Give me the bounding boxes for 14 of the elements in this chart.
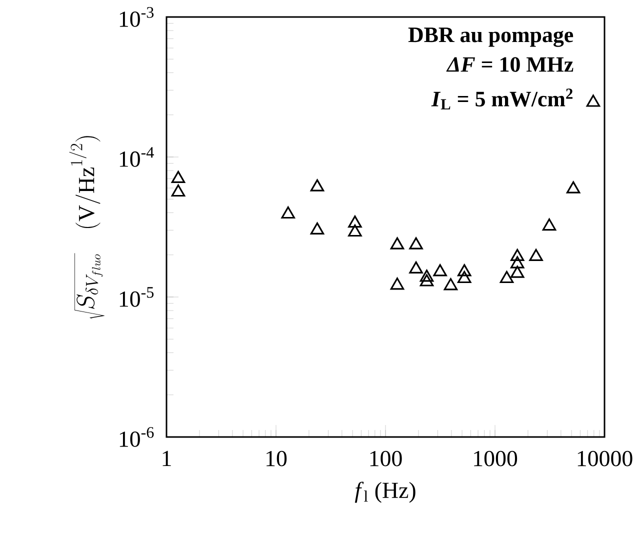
- annotation: DBR au pompage: [408, 28, 574, 47]
- annotation: I$_{L}$ = 5 mW/cm$^{2}$: [431, 88, 572, 110]
- y-tick-label: 10$^{-4}$: [120, 147, 154, 167]
- x-tick-label: 1: [162, 450, 171, 466]
- x-axis-title: f$_{l}$ (Hz): [354, 482, 416, 503]
- x-tick-label: 10: [266, 450, 287, 466]
- x-tick-label: 1000: [474, 450, 518, 466]
- y-axis-title: $\sqrt{S_{\delta V_{fluo}}}\quad(\mathrm{V/Hz}^{1/2})$: [69, 136, 104, 319]
- y-tick-label: 10$^{-3}$: [120, 7, 154, 27]
- x-tick-label: 100: [370, 450, 402, 466]
- y-tick-label: 10$^{-6}$: [120, 427, 154, 447]
- y-tick-label: 10$^{-5}$: [120, 287, 154, 307]
- x-tick-label: 10000: [578, 450, 632, 466]
- annotation: ΔF = 10 MHz: [446, 57, 574, 72]
